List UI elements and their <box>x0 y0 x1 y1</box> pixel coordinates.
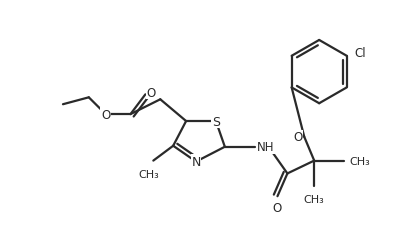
Text: CH₃: CH₃ <box>138 169 158 179</box>
Text: Cl: Cl <box>354 47 365 60</box>
Text: O: O <box>101 108 110 121</box>
Text: CH₃: CH₃ <box>348 156 369 166</box>
Text: NH: NH <box>256 141 273 154</box>
Text: N: N <box>191 156 200 168</box>
Text: O: O <box>146 86 156 100</box>
Text: CH₃: CH₃ <box>303 194 324 204</box>
Text: O: O <box>272 201 282 214</box>
Text: O: O <box>292 131 302 144</box>
Text: S: S <box>211 115 219 128</box>
